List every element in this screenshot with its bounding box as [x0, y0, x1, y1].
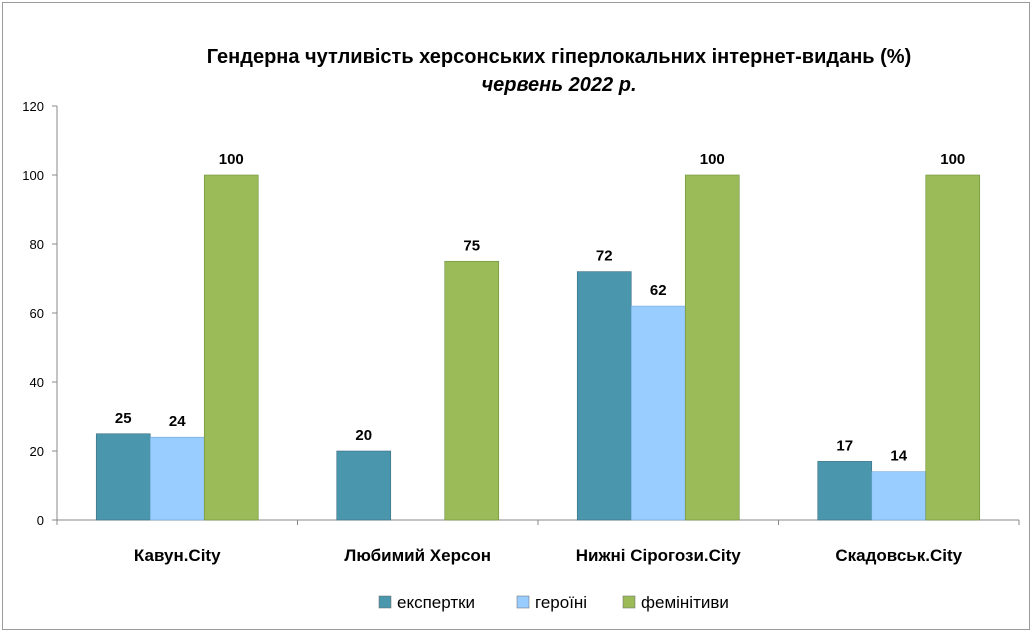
bar-героїні [630, 305, 686, 521]
data-label: 72 [596, 248, 613, 265]
y-tick-label: 120 [22, 99, 44, 114]
legend-swatch [378, 595, 392, 609]
data-label: 25 [115, 410, 132, 427]
data-label: 14 [890, 448, 907, 465]
category-label: Нижні Сірогози.City [576, 546, 742, 565]
data-label: 17 [836, 437, 853, 454]
y-tick-label: 60 [30, 306, 44, 321]
bar-експертки [576, 271, 632, 521]
legend-item: експертки [378, 593, 475, 612]
legend-label: героїні [535, 593, 587, 612]
data-label: 100 [219, 151, 244, 168]
data-label: 75 [463, 237, 480, 254]
chart-subtitle: червень 2022 р. [481, 74, 636, 96]
legend-swatch [622, 595, 636, 609]
bar-фемінітиви [444, 260, 500, 521]
category-label: Скадовськ.City [835, 546, 962, 565]
bar-експертки [95, 433, 151, 521]
y-tick-label: 40 [30, 375, 44, 390]
y-tick-label: 80 [30, 237, 44, 252]
data-label: 24 [169, 413, 186, 430]
y-tick-label: 100 [22, 168, 44, 183]
bar-фемінітиви [684, 174, 740, 521]
category-label: Любимий Херсон [344, 546, 491, 565]
data-label: 20 [355, 427, 372, 444]
category-label: Кавун.City [134, 546, 221, 565]
legend-swatch [516, 595, 530, 609]
legend-label: експертки [397, 593, 475, 612]
chart-title: Гендерна чутливість херсонських гіперлок… [207, 46, 912, 68]
bar-chart: Гендерна чутливість херсонських гіперлок… [22, 46, 1020, 612]
y-tick-label: 0 [37, 513, 44, 528]
bar-фемінітиви [925, 174, 981, 521]
y-tick-label: 20 [30, 444, 44, 459]
bar-експертки [336, 450, 392, 521]
data-label: 100 [940, 151, 965, 168]
data-label: 100 [700, 151, 725, 168]
bar-експертки [817, 461, 873, 521]
bar-героїні [149, 436, 205, 521]
data-label: 62 [650, 282, 667, 299]
bar-героїні [871, 471, 927, 521]
bar-фемінітиви [203, 174, 259, 521]
legend-label: фемінітиви [641, 593, 729, 612]
legend-item: героїні [516, 593, 587, 612]
legend-item: фемінітиви [622, 593, 729, 612]
